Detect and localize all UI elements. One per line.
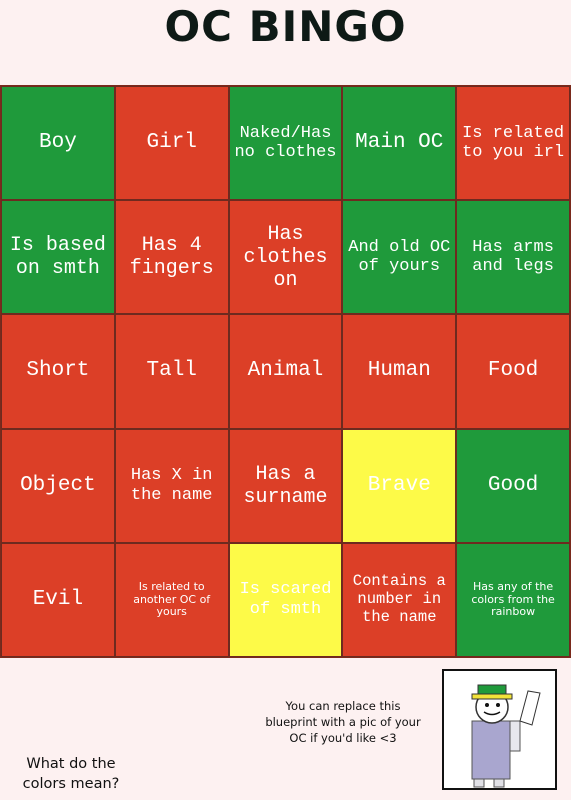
bingo-cell[interactable]: Is related to another OC of yours (114, 542, 229, 657)
bingo-cell[interactable]: Evil (1, 542, 115, 657)
bingo-cell[interactable]: Short (1, 314, 115, 429)
bingo-cell[interactable]: Is based on smth (1, 200, 115, 315)
oc-blueprint (442, 669, 557, 790)
bingo-cell[interactable]: Naked/Has no clothes (228, 86, 343, 201)
bingo-cell[interactable]: Human (342, 314, 457, 429)
note: You can replace this blueprint with a pi… (265, 699, 421, 746)
bingo-cell[interactable]: Has arms and legs (456, 200, 570, 315)
bingo-cell[interactable]: Object (1, 428, 115, 543)
bingo-cell[interactable]: Is scared of smth (228, 542, 343, 657)
bingo-cell[interactable]: Animal (228, 314, 343, 429)
bingo-cell[interactable]: Brave (342, 428, 457, 543)
bingo-cell[interactable]: Has X in the name (114, 428, 229, 543)
bingo-cell[interactable]: Has a surname (228, 428, 343, 543)
bingo-grid: Boy Girl Naked/Has no clothes Main OC Is rel… (0, 85, 571, 658)
bingo-cell[interactable]: Contains a number in the name (342, 542, 457, 657)
question: What do the colors mean? (22, 756, 120, 792)
title: OC BINGO (164, 2, 407, 51)
bingo-cell[interactable]: Is related to you irl (456, 86, 570, 201)
bingo-cell[interactable]: And old OC of yours (342, 200, 457, 315)
bingo-cell[interactable]: Main OC (342, 86, 457, 201)
bingo-cell[interactable]: Has clothes on (228, 200, 343, 315)
bingo-cell[interactable]: Boy (1, 86, 115, 201)
bingo-cell[interactable]: Girl (114, 86, 229, 201)
bingo-cell[interactable]: Tall (114, 314, 229, 429)
bingo-cell[interactable]: Food (456, 314, 570, 429)
bingo-cell[interactable]: Has any of the colors from the rainbow (456, 542, 570, 657)
bingo-cell[interactable]: Good (456, 428, 570, 543)
bingo-cell[interactable]: Has 4 fingers (114, 200, 229, 315)
